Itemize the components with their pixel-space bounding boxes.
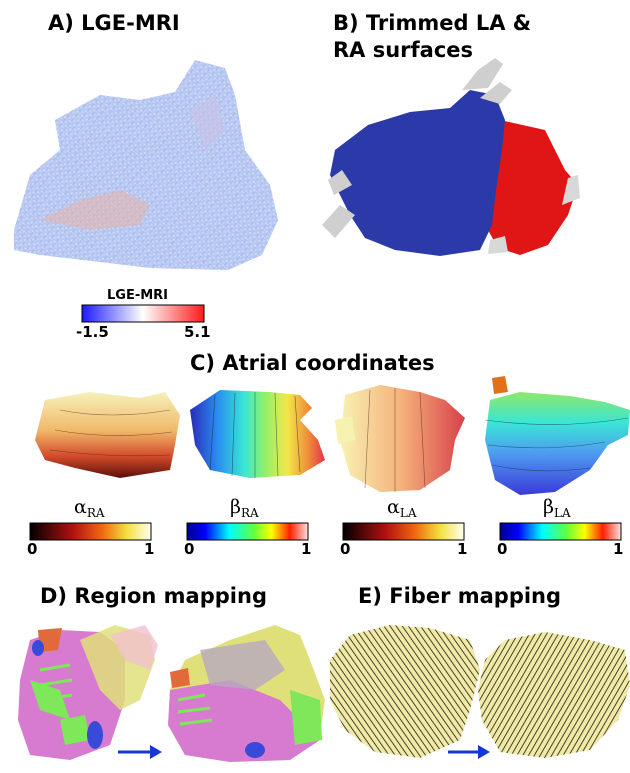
alpha-la-min: 0 [340,540,351,558]
alpha-la-max: 1 [457,540,468,558]
alpha-la-label: αLA [387,496,417,520]
panel-a-title: A) LGE-MRI [48,11,180,35]
beta-ra-min: 0 [184,540,195,558]
beta-la-label: βLA [543,496,571,520]
beta-la-colorbar [499,522,622,541]
beta-ra-colorbar [186,522,309,541]
alpha-ra-surface [35,392,180,478]
alpha-ra-min: 0 [27,540,38,558]
region-map-target [168,625,325,762]
la-ra-surfaces [322,58,580,256]
fiber-arrow [448,745,490,759]
panel-b-title-line2: RA surfaces [333,38,474,62]
lge-mri-volume [14,60,278,270]
alpha-ra-label: αRA [74,496,105,520]
beta-la-surface [484,376,630,495]
lge-colorbar-min: -1.5 [76,323,109,341]
beta-la-min: 0 [497,540,508,558]
lge-colorbar [81,304,205,323]
fiber-map-target [478,632,630,758]
beta-ra-max: 1 [301,540,312,558]
fiber-map-source [330,625,480,758]
beta-ra-surface [190,390,325,478]
lge-colorbar-title: LGE-MRI [107,288,169,303]
alpha-ra-colorbar [29,522,152,541]
panel-c-title: C) Atrial coordinates [190,351,435,375]
region-map-source [18,625,158,760]
alpha-la-surface [335,385,465,492]
panel-d-title: D) Region mapping [40,584,267,608]
alpha-la-colorbar [342,522,465,541]
lge-colorbar-max: 5.1 [184,323,211,341]
beta-ra-label: βRA [230,496,259,520]
alpha-ra-max: 1 [144,540,155,558]
panel-b-title-line1: B) Trimmed LA & [333,11,532,35]
panel-e-title: E) Fiber mapping [358,584,562,608]
beta-la-max: 1 [613,540,624,558]
region-arrow [118,745,162,759]
